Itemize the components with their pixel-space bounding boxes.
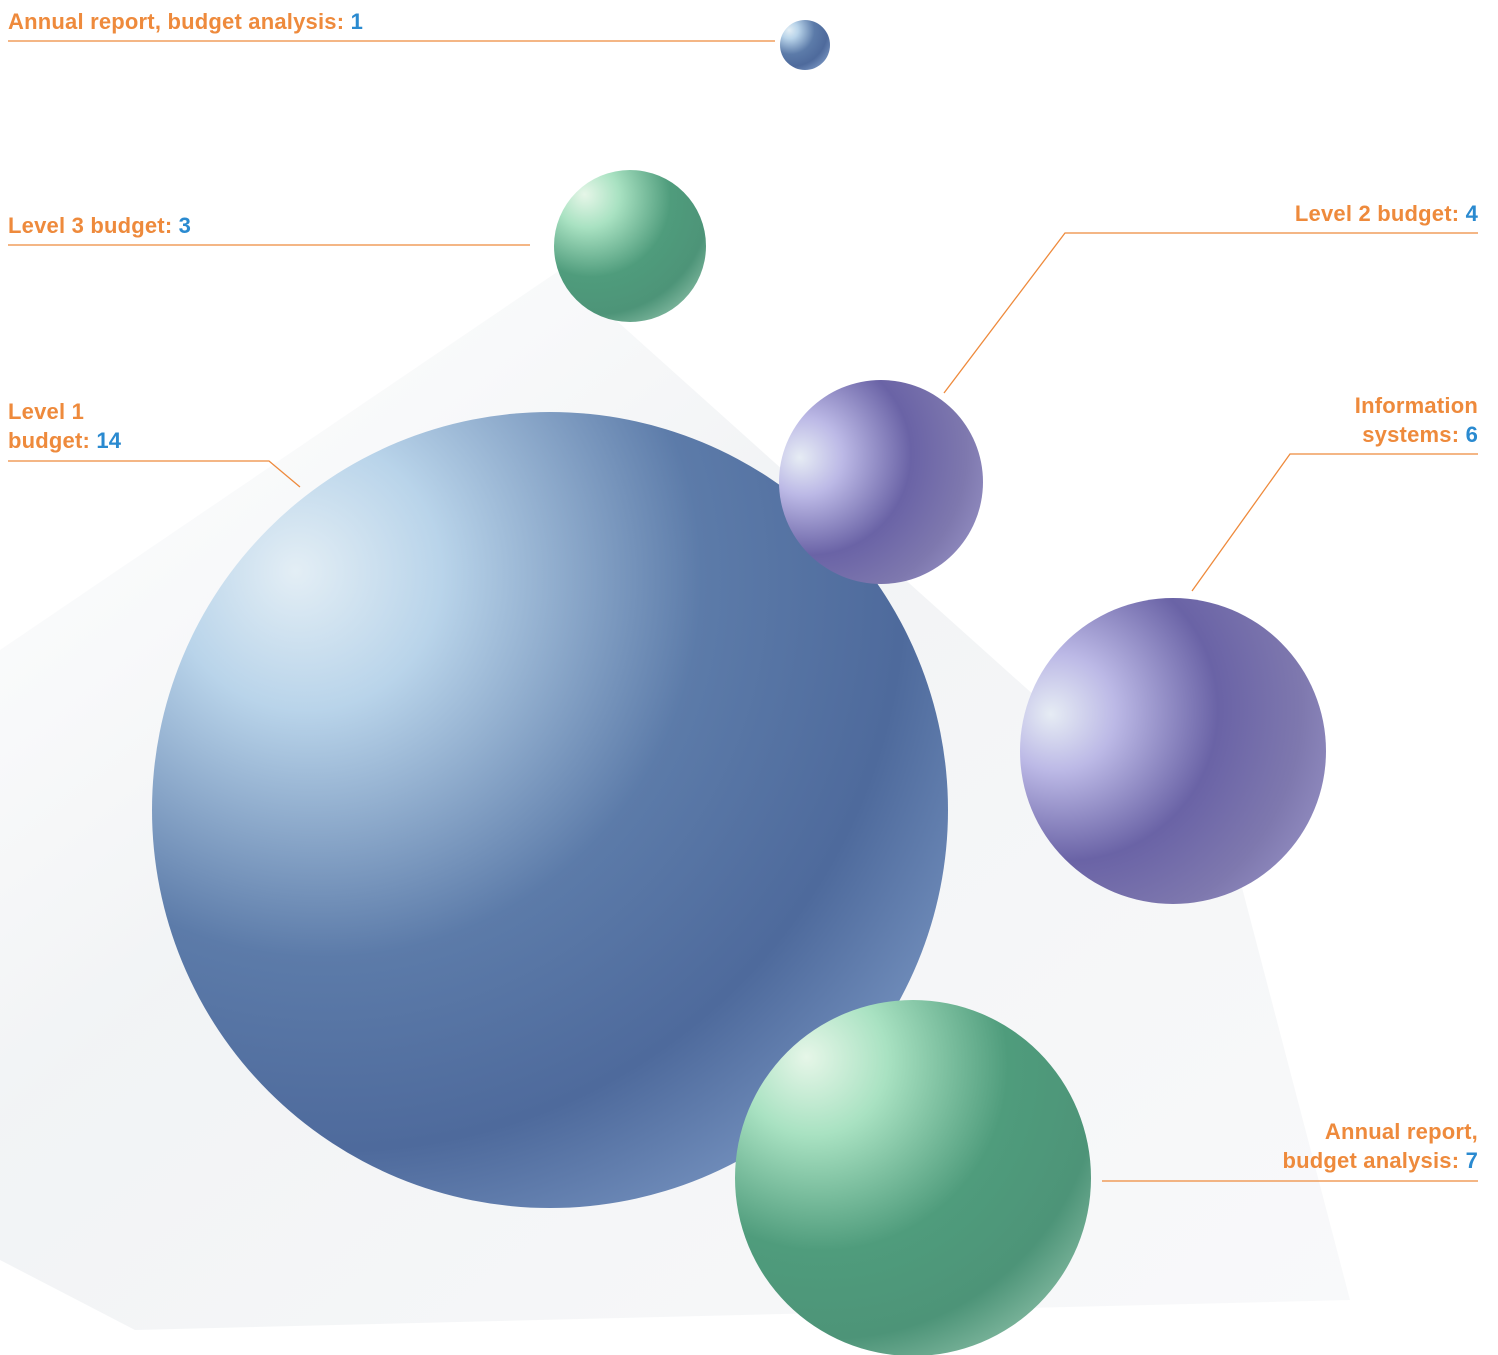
label-text: Information: [1354, 393, 1478, 418]
label-text: Level 2 budget:: [1294, 201, 1460, 226]
label-text: Level 1: [8, 399, 85, 424]
bubble-level-2-budget: [779, 380, 983, 584]
label-value: 3: [178, 213, 192, 238]
leader-line-level-2-budget: [943, 232, 1478, 394]
label-text: budget:: [8, 428, 91, 453]
label-text: systems:: [1362, 422, 1460, 447]
leader-lines: [8, 40, 1478, 1182]
label-information-systems: Information systems: 6: [1178, 391, 1478, 449]
label-line: Level 2 budget: 4: [1078, 199, 1478, 228]
label-level-2-budget: Level 2 budget: 4: [1078, 199, 1478, 228]
leader-line-level-1-budget: [8, 460, 301, 488]
label-value: 14: [96, 428, 122, 453]
label-line: Level 3 budget: 3: [8, 211, 408, 240]
bubble-level-1-budget: [152, 412, 948, 1208]
label-value: 4: [1465, 201, 1478, 226]
label-text: Annual report,: [1324, 1119, 1478, 1144]
label-line: systems: 6: [1178, 420, 1478, 449]
label-text: Level 3 budget:: [8, 213, 173, 238]
bubble-annual-report-large: [735, 1000, 1091, 1355]
label-text: budget analysis:: [1282, 1148, 1460, 1173]
label-level-3-budget: Level 3 budget: 3: [8, 211, 408, 240]
label-value: 7: [1465, 1148, 1478, 1173]
label-line: Level 1: [8, 397, 308, 426]
leader-line-information-systems: [1191, 453, 1478, 592]
bubble-annual-report-small: [780, 20, 830, 70]
label-text: Annual report, budget analysis:: [8, 9, 345, 34]
label-line: Information: [1178, 391, 1478, 420]
label-line: Annual report,: [1078, 1117, 1478, 1146]
label-annual-report-small: Annual report, budget analysis: 1: [8, 7, 508, 36]
label-line: budget analysis: 7: [1078, 1146, 1478, 1175]
label-line: Annual report, budget analysis: 1: [8, 7, 508, 36]
label-annual-report-large: Annual report, budget analysis: 7: [1078, 1117, 1478, 1175]
label-line: budget: 14: [8, 426, 308, 455]
label-level-1-budget: Level 1 budget: 14: [8, 397, 308, 455]
label-value: 1: [350, 9, 363, 34]
bubbles: [152, 20, 1326, 1355]
bubble-level-3-budget: [554, 170, 706, 322]
bubble-information-systems: [1020, 598, 1326, 904]
label-value: 6: [1465, 422, 1478, 447]
